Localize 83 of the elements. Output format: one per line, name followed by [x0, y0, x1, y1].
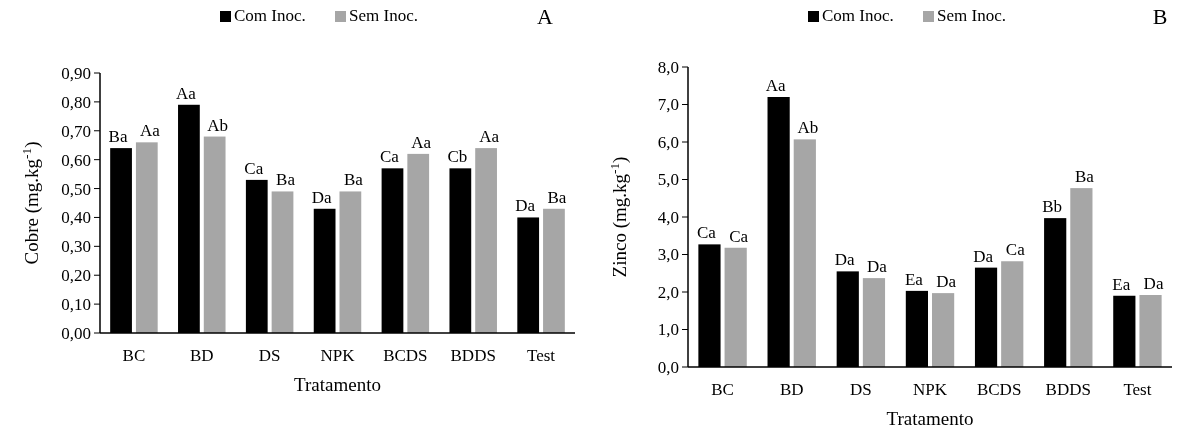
- x-tick-label: Test: [1123, 380, 1152, 399]
- data-label: Da: [867, 257, 888, 277]
- y-tick-label: 0,40: [61, 208, 91, 228]
- x-axis-title: Tratamento: [886, 408, 974, 429]
- data-label: Ba: [276, 170, 296, 190]
- bar: [1070, 188, 1093, 367]
- bar: [475, 148, 497, 333]
- data-label: Ca: [697, 223, 717, 243]
- data-label: Da: [311, 187, 332, 207]
- x-tick-label: BDDS: [450, 346, 496, 365]
- bar: [339, 191, 362, 333]
- data-label: Da: [834, 250, 856, 270]
- data-label: Aa: [176, 83, 197, 103]
- x-tick-label: NPK: [912, 380, 948, 399]
- x-axis-title: Tratamento: [294, 374, 381, 395]
- y-tick-label: 0,50: [61, 179, 91, 199]
- data-label: Da: [515, 196, 536, 216]
- data-label: Ab: [207, 115, 229, 135]
- data-label: Da: [1143, 274, 1164, 293]
- data-label: Ea: [1112, 274, 1131, 294]
- y-tick-label: 0,90: [61, 63, 91, 83]
- y-tick-label: 0,00: [61, 323, 91, 343]
- legend-label: Sem Inoc.: [349, 6, 418, 25]
- y-tick-label: 3,0: [657, 245, 679, 265]
- x-tick-label: BD: [189, 346, 214, 365]
- y-tick-label: 4,0: [657, 207, 679, 227]
- bar: [135, 142, 158, 333]
- x-tick-label: BDDS: [1045, 380, 1091, 399]
- y-tick-label: 0,0: [657, 357, 679, 377]
- bar: [543, 208, 565, 333]
- y-tick-label: 0,30: [61, 237, 91, 257]
- x-tick-label: DS: [258, 346, 281, 365]
- y-tick-label: 1,0: [657, 320, 679, 340]
- data-label: Ba: [1074, 167, 1095, 187]
- data-label: Ba: [108, 127, 128, 147]
- x-tick-label: BC: [711, 380, 734, 399]
- data-label: Ab: [797, 118, 819, 138]
- y-tick-label: 0,10: [61, 295, 91, 315]
- data-label: Da: [973, 246, 994, 266]
- data-label: Ca: [244, 158, 264, 178]
- x-tick-label: BCDS: [383, 346, 428, 365]
- y-tick-label: 7,0: [657, 95, 679, 115]
- bar: [271, 191, 294, 333]
- x-tick-label: NPK: [320, 346, 356, 365]
- data-label: Da: [936, 272, 957, 292]
- x-tick-label: BCDS: [976, 380, 1022, 399]
- legend-label: Sem Inoc.: [937, 6, 1006, 25]
- bar: [1139, 295, 1162, 367]
- x-tick-label: BC: [122, 346, 146, 365]
- bar: [724, 247, 747, 367]
- bar: [407, 153, 430, 333]
- data-label: Aa: [411, 132, 432, 152]
- chart-title: A: [537, 4, 554, 29]
- data-label: Aa: [139, 121, 161, 141]
- data-label: Ba: [547, 187, 567, 207]
- x-tick-label: Test: [527, 346, 556, 365]
- y-tick-label: 0,80: [61, 92, 91, 112]
- data-label: Ca: [380, 147, 400, 167]
- legend-label: Com Inoc.: [234, 6, 306, 25]
- y-tick-label: 6,0: [657, 132, 679, 152]
- x-tick-label: BD: [779, 380, 804, 399]
- data-label: Ba: [343, 170, 364, 190]
- y-tick-label: 0,20: [61, 266, 91, 286]
- chart-title: B: [1152, 4, 1168, 29]
- data-label: Aa: [479, 127, 500, 147]
- data-label: Ca: [729, 226, 749, 246]
- data-label: Aa: [765, 76, 786, 95]
- y-tick-label: 2,0: [657, 282, 679, 302]
- bar: [932, 293, 955, 367]
- bar: [203, 136, 226, 333]
- bar: [862, 278, 886, 367]
- bar: [1001, 261, 1024, 367]
- y-tick-label: 5,0: [657, 170, 679, 190]
- data-label: Ca: [1005, 240, 1026, 260]
- y-tick-label: 0,70: [61, 121, 91, 141]
- x-tick-label: DS: [849, 380, 872, 399]
- data-label: Cb: [447, 147, 468, 167]
- legend-label: Com Inoc.: [822, 6, 894, 25]
- data-label: Ea: [904, 269, 924, 289]
- bar: [793, 139, 816, 367]
- y-tick-label: 0,60: [61, 150, 91, 170]
- y-tick-label: 8,0: [657, 57, 679, 77]
- data-label: Bb: [1042, 197, 1063, 217]
